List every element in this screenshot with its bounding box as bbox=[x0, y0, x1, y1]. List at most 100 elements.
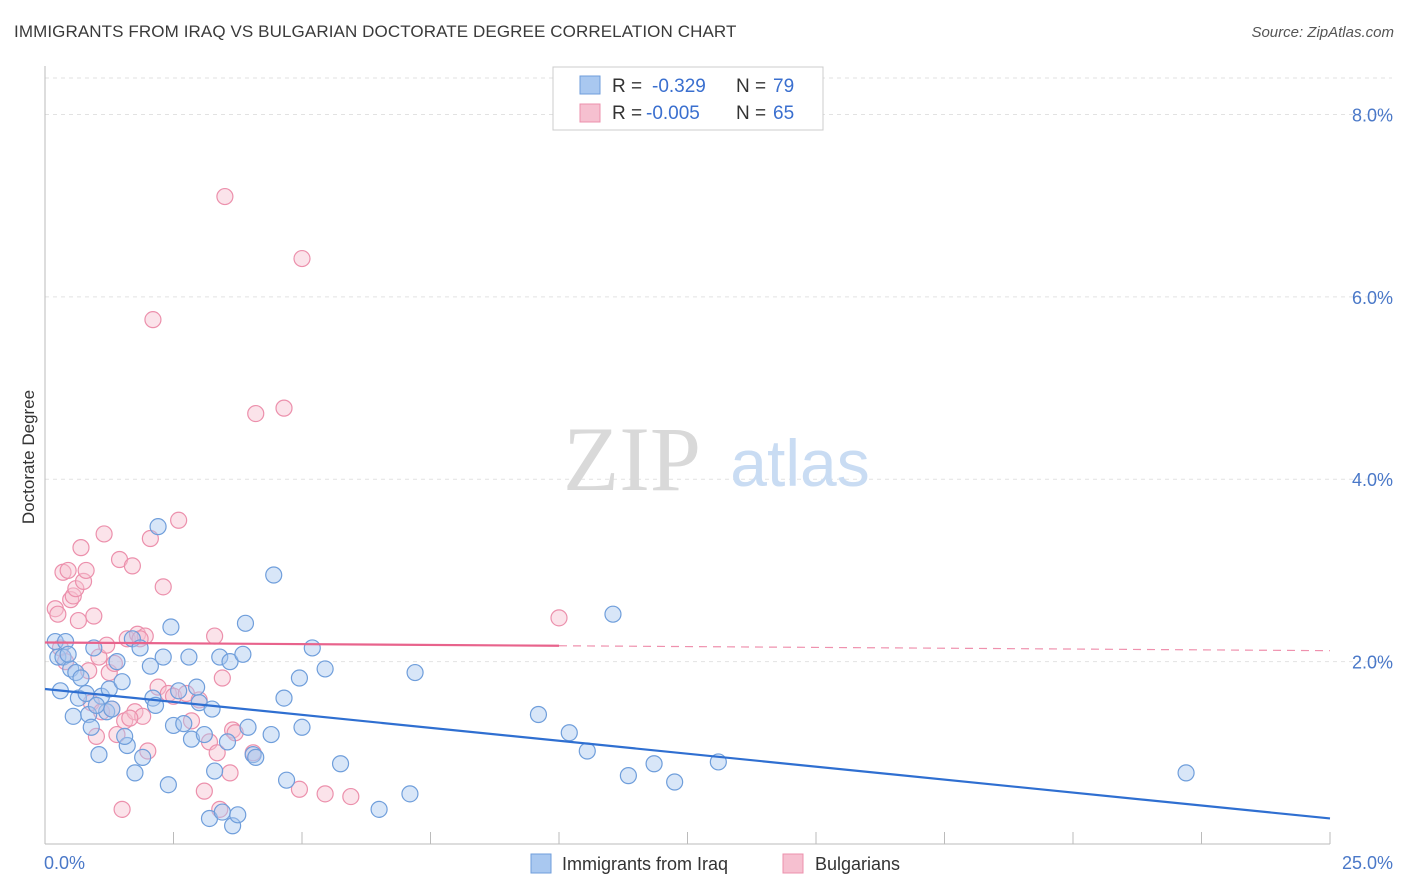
point-bulgarians-37 bbox=[149, 678, 167, 696]
point-bulgarians-11 bbox=[74, 572, 93, 590]
point-iraq-54 bbox=[265, 566, 283, 584]
point-iraq-32 bbox=[162, 618, 180, 636]
point-bulgarians-41 bbox=[170, 511, 188, 529]
stats-n-label-iraq: N = bbox=[736, 76, 766, 97]
point-bulgarians-61 bbox=[342, 787, 360, 806]
gridlines bbox=[45, 77, 1392, 663]
point-bulgarians-62 bbox=[550, 609, 568, 627]
point-bulgarians-26 bbox=[113, 800, 131, 818]
point-bulgarians-10 bbox=[72, 539, 90, 557]
y-tick-label-3: 8.0% bbox=[1352, 105, 1393, 125]
tick-labels: 2.0% 4.0% 6.0% 8.0% 0.0% 25.0% bbox=[44, 105, 1393, 873]
point-bulgarians-9 bbox=[69, 611, 88, 630]
point-bulgarians-29 bbox=[123, 557, 141, 575]
point-bulgarians-15 bbox=[85, 607, 103, 625]
point-iraq-36 bbox=[180, 648, 198, 666]
point-bulgarians-56 bbox=[247, 404, 265, 423]
stats-legend: R = -0.329 N = 79 R = -0.005 N = 65 bbox=[552, 66, 824, 131]
point-iraq-77 bbox=[203, 700, 221, 718]
point-iraq-39 bbox=[195, 725, 213, 744]
point-iraq-66 bbox=[560, 724, 578, 742]
point-iraq-61 bbox=[331, 755, 350, 773]
stats-n-value-iraq: 79 bbox=[773, 76, 794, 97]
trend-line-bulgarians bbox=[44, 641, 560, 647]
watermark: ZIP atlas bbox=[563, 408, 870, 510]
point-bulgarians-50 bbox=[213, 669, 231, 687]
point-iraq-59 bbox=[303, 639, 321, 657]
stats-legend-swatch-bulgarians bbox=[579, 103, 601, 123]
point-iraq-53 bbox=[262, 725, 280, 744]
point-bulgarians-63 bbox=[121, 709, 139, 727]
series-iraq-points bbox=[46, 518, 1195, 835]
point-iraq-75 bbox=[87, 696, 106, 714]
point-iraq-45 bbox=[221, 653, 239, 671]
trend-line-iraq bbox=[44, 687, 1331, 820]
y-axis-label: Doctorate Degree bbox=[19, 390, 38, 524]
legend-label-iraq: Immigrants from Iraq bbox=[562, 854, 728, 874]
point-bulgarians-60 bbox=[316, 785, 334, 803]
point-bulgarians-59 bbox=[293, 249, 311, 268]
point-iraq-34 bbox=[170, 682, 188, 700]
point-iraq-56 bbox=[277, 771, 296, 789]
point-iraq-16 bbox=[98, 703, 116, 721]
point-bulgarians-52 bbox=[221, 764, 239, 782]
point-iraq-7 bbox=[64, 707, 82, 725]
point-iraq-70 bbox=[645, 755, 663, 773]
point-iraq-1 bbox=[49, 648, 67, 666]
point-iraq-20 bbox=[113, 673, 131, 691]
point-iraq-18 bbox=[103, 700, 121, 718]
point-bulgarians-5 bbox=[59, 561, 77, 580]
watermark-atlas: atlas bbox=[730, 426, 869, 500]
stats-n-label-bulgarians: N = bbox=[736, 103, 766, 124]
stats-r-value-bulgarians: -0.005 bbox=[646, 103, 700, 124]
legend-swatch-bulgarians bbox=[782, 853, 804, 874]
point-iraq-64 bbox=[406, 663, 424, 682]
point-iraq-43 bbox=[213, 803, 231, 821]
point-bulgarians-1 bbox=[49, 605, 67, 623]
point-iraq-74 bbox=[59, 645, 77, 663]
point-iraq-76 bbox=[188, 678, 206, 696]
axes bbox=[44, 66, 1331, 845]
point-bulgarians-35 bbox=[141, 529, 159, 548]
point-iraq-37 bbox=[182, 730, 201, 748]
point-bulgarians-23 bbox=[105, 654, 123, 673]
point-iraq-51 bbox=[244, 746, 262, 764]
point-iraq-42 bbox=[211, 648, 229, 666]
point-bulgarians-12 bbox=[77, 561, 95, 580]
point-iraq-65 bbox=[529, 705, 548, 724]
point-iraq-71 bbox=[666, 773, 684, 791]
point-iraq-46 bbox=[224, 817, 242, 835]
point-bulgarians-32 bbox=[134, 707, 152, 725]
trend-line-bulgarians-extension bbox=[558, 645, 1331, 652]
y-tick-label-2: 6.0% bbox=[1352, 288, 1393, 308]
point-iraq-17 bbox=[100, 680, 118, 698]
point-bulgarians-19 bbox=[95, 525, 113, 543]
point-bulgarians-38 bbox=[154, 578, 172, 596]
y-tick-label-1: 4.0% bbox=[1352, 470, 1393, 490]
trend-lines bbox=[44, 641, 1331, 820]
point-iraq-62 bbox=[370, 800, 388, 818]
point-iraq-55 bbox=[275, 689, 293, 707]
point-iraq-73 bbox=[1177, 764, 1195, 782]
point-bulgarians-36 bbox=[144, 311, 162, 329]
point-iraq-35 bbox=[175, 715, 193, 733]
point-iraq-49 bbox=[236, 614, 255, 632]
point-iraq-31 bbox=[159, 776, 177, 794]
point-iraq-25 bbox=[134, 748, 152, 766]
point-iraq-26 bbox=[141, 657, 159, 675]
watermark-zip: ZIP bbox=[563, 408, 701, 510]
legend-swatch-iraq bbox=[530, 853, 552, 874]
chart-title: IMMIGRANTS FROM IRAQ VS BULGARIAN DOCTOR… bbox=[14, 22, 737, 41]
point-iraq-13 bbox=[85, 639, 103, 657]
y-tick-label-0: 2.0% bbox=[1352, 653, 1393, 673]
point-bulgarians-16 bbox=[87, 727, 106, 745]
point-iraq-29 bbox=[149, 518, 167, 536]
point-iraq-50 bbox=[239, 718, 257, 736]
point-iraq-47 bbox=[229, 806, 247, 824]
point-bulgarians-48 bbox=[208, 744, 226, 762]
source-credit: Source: ZipAtlas.com bbox=[1251, 24, 1394, 41]
point-bulgarians-47 bbox=[206, 627, 224, 645]
point-iraq-60 bbox=[316, 660, 334, 678]
point-iraq-52 bbox=[247, 748, 265, 766]
